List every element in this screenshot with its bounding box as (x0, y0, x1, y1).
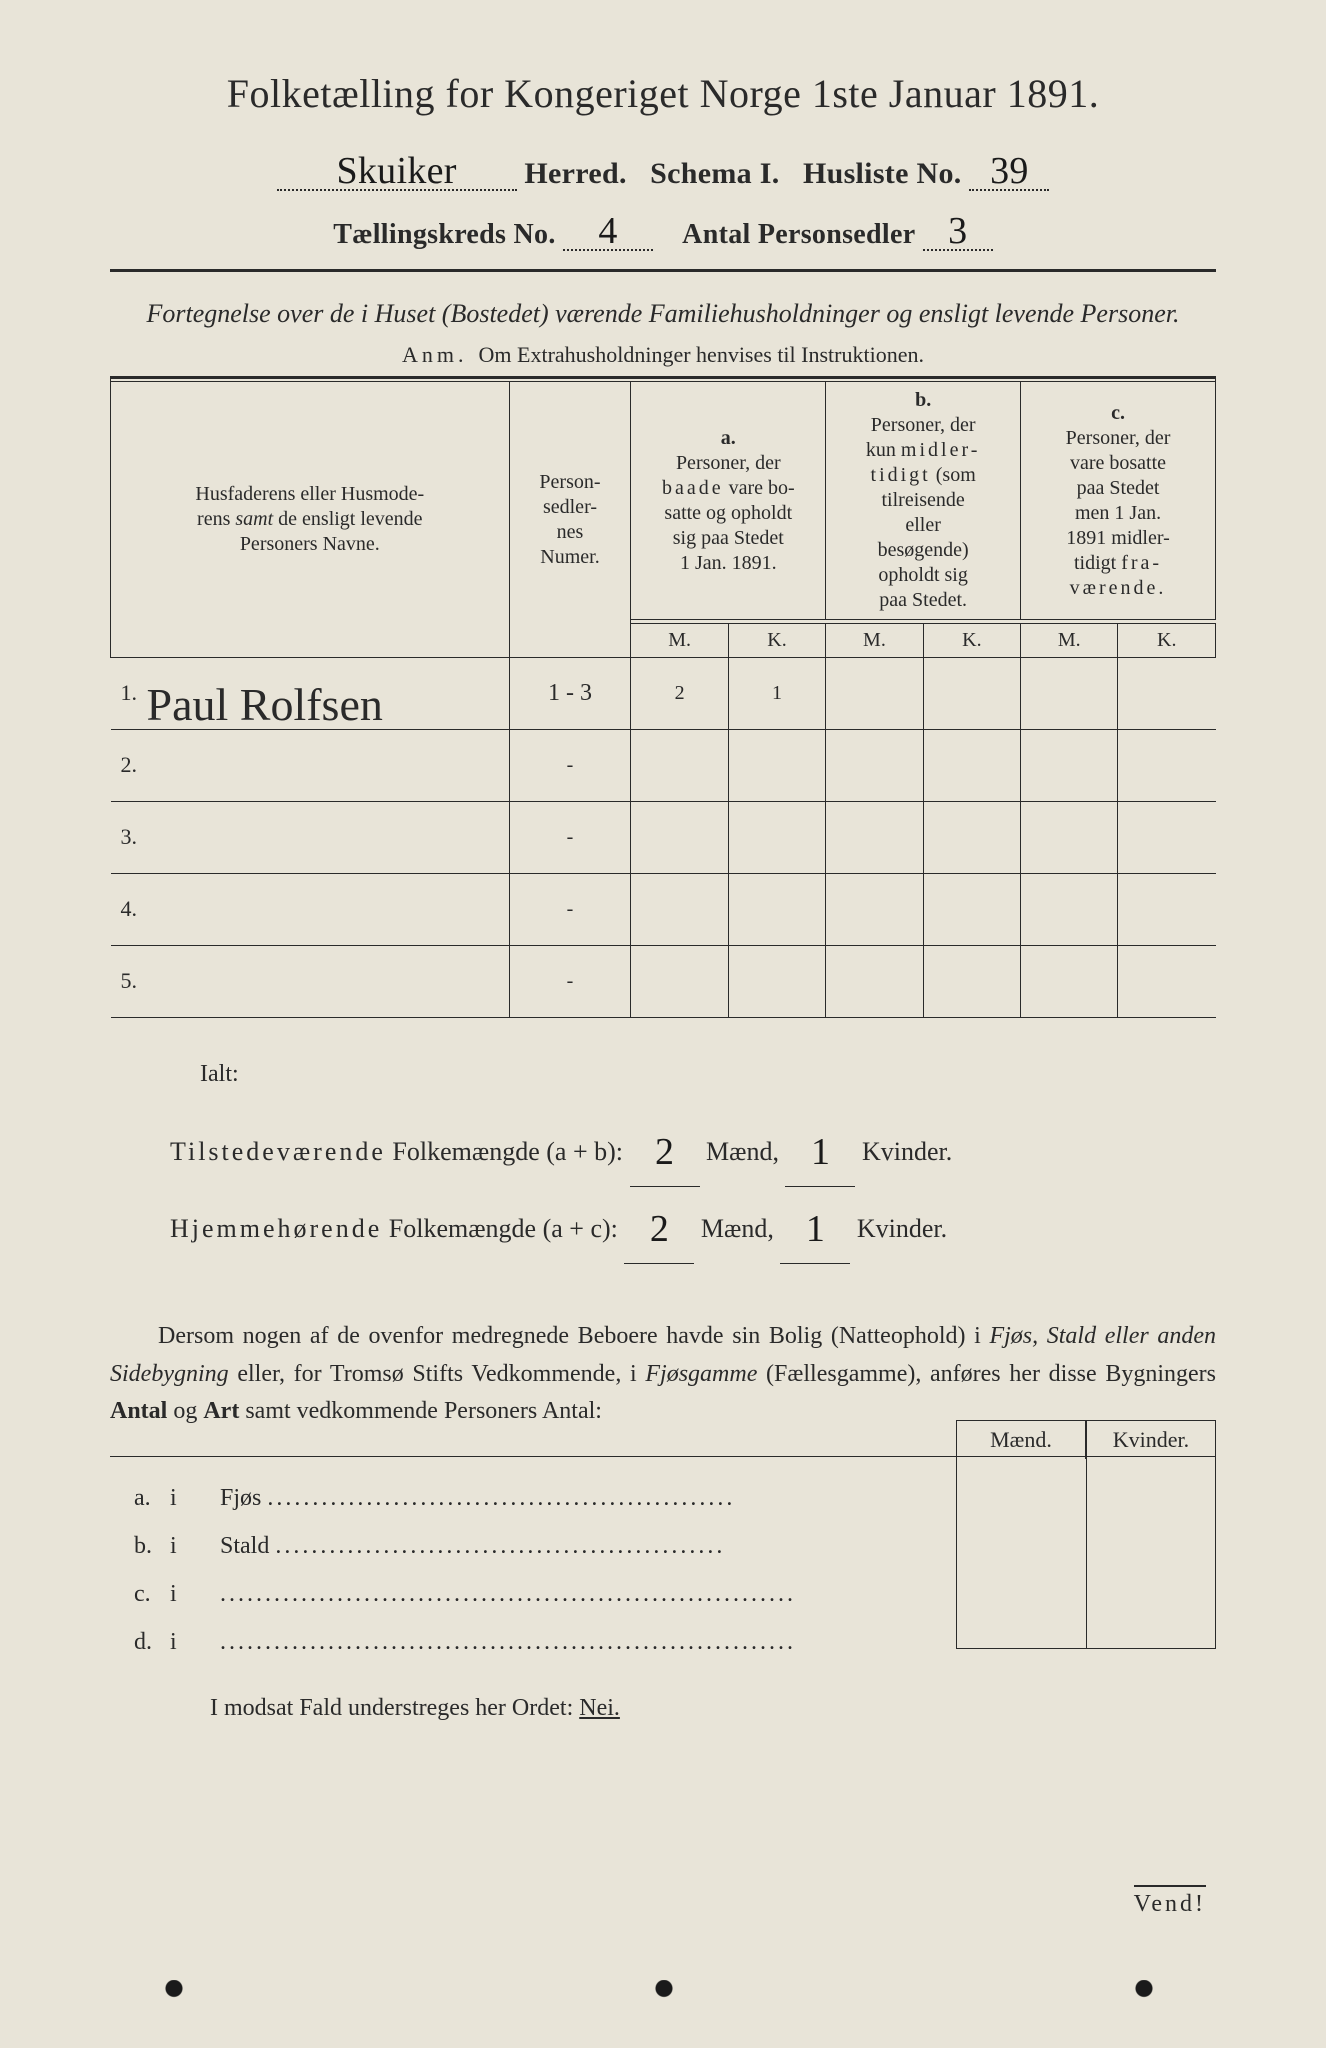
header-row-2: Tællingskreds No. 4 Antal Personsedler 3 (110, 205, 1216, 251)
main-table: Husfaderens eller Husmode-rens samt de e… (110, 376, 1216, 1018)
husliste-no: 39 (990, 150, 1029, 192)
paragraph: Dersom nogen af de ovenfor medregnede Be… (110, 1318, 1216, 1430)
col-c-header: c. Personer, dervare bosattepaa Stedetme… (1021, 382, 1216, 620)
husliste-label: Husliste No. (803, 157, 962, 190)
vend-label: Vend! (1134, 1885, 1206, 1918)
subtitle: Fortegnelse over de i Huset (Bostedet) v… (110, 296, 1216, 332)
side-row: a.i Fjøs ...............................… (110, 1457, 1216, 1505)
anm-line: Anm. Om Extrahusholdninger henvises til … (110, 342, 1216, 368)
binding-hole-icon (160, 1980, 188, 2008)
row1-aM: 2 (631, 658, 728, 730)
side-table: Mænd. Kvinder. a.i Fjøs ................… (110, 1456, 1216, 1649)
col-b-header: b. Personer, derkun midler-tidigt (somti… (826, 382, 1021, 620)
page-title: Folketælling for Kongeriget Norge 1ste J… (110, 70, 1216, 117)
census-form-page: Folketælling for Kongeriget Norge 1ste J… (0, 0, 1326, 2048)
kreds-no: 4 (598, 210, 617, 252)
divider (110, 269, 1216, 272)
schema-label: Schema I. (650, 157, 779, 190)
kreds-label: Tællingskreds No. (333, 219, 555, 250)
side-row: d.i ....................................… (110, 1601, 1216, 1649)
row1-aK: 1 (728, 658, 825, 730)
personsedler-no: 3 (948, 210, 967, 252)
binding-hole-icon (650, 1980, 678, 2008)
side-row: c.i ....................................… (110, 1553, 1216, 1601)
totals-line-2: Hjemmehørende Folkemængde (a + c): 2 Mæn… (170, 1187, 1216, 1264)
totals-line-1: Tilstedeværende Folkemængde (a + b): 2 M… (170, 1110, 1216, 1187)
col-a-header: a. Personer, derbaade vare bo-satte og o… (631, 382, 826, 620)
anm-label: Anm. (402, 342, 468, 367)
side-row: b.i Stald ..............................… (110, 1505, 1216, 1553)
anm-text: Om Extrahusholdninger henvises til Instr… (479, 342, 924, 367)
header-row-1: Skuiker Herred. Schema I. Husliste No. 3… (110, 145, 1216, 191)
table-row: 1.Paul Rolfsen 1 - 3 2 1 (111, 658, 1216, 730)
table-row: 3. - (111, 802, 1216, 874)
table-body: 1.Paul Rolfsen 1 - 3 2 1 2. - 3. - 4. - (111, 658, 1216, 1018)
col-c-m: M. (1021, 624, 1118, 658)
side-kvinder: Kvinder. (1086, 1420, 1216, 1459)
row1-num: 1 - 3 (509, 658, 631, 730)
herred-value: Skuiker (336, 150, 456, 192)
binding-hole-icon (1130, 1980, 1158, 2008)
nei-line: I modsat Fald understreges her Ordet: Ne… (110, 1695, 1216, 1722)
row1-name: Paul Rolfsen (147, 678, 383, 731)
col-c-k: K. (1118, 624, 1216, 658)
side-maend: Mænd. (956, 1420, 1086, 1459)
personsedler-label: Antal Personsedler (682, 219, 915, 250)
side-table-head: Mænd. Kvinder. (956, 1420, 1216, 1459)
table-row: 2. - (111, 730, 1216, 802)
herred-label: Herred. (524, 157, 626, 190)
table-row: 4. - (111, 874, 1216, 946)
col-name-header: Husfaderens eller Husmode-rens samt de e… (111, 382, 510, 658)
col-num-header: Person-sedler-nesNumer. (509, 382, 631, 658)
col-a-k: K. (728, 624, 825, 658)
col-a-m: M. (631, 624, 728, 658)
ialt-label: Ialt: (200, 1050, 1216, 1098)
totals-block: Ialt: Tilstedeværende Folkemængde (a + b… (170, 1050, 1216, 1264)
table-row: 5. - (111, 946, 1216, 1018)
col-b-m: M. (826, 624, 923, 658)
col-b-k: K. (923, 624, 1020, 658)
